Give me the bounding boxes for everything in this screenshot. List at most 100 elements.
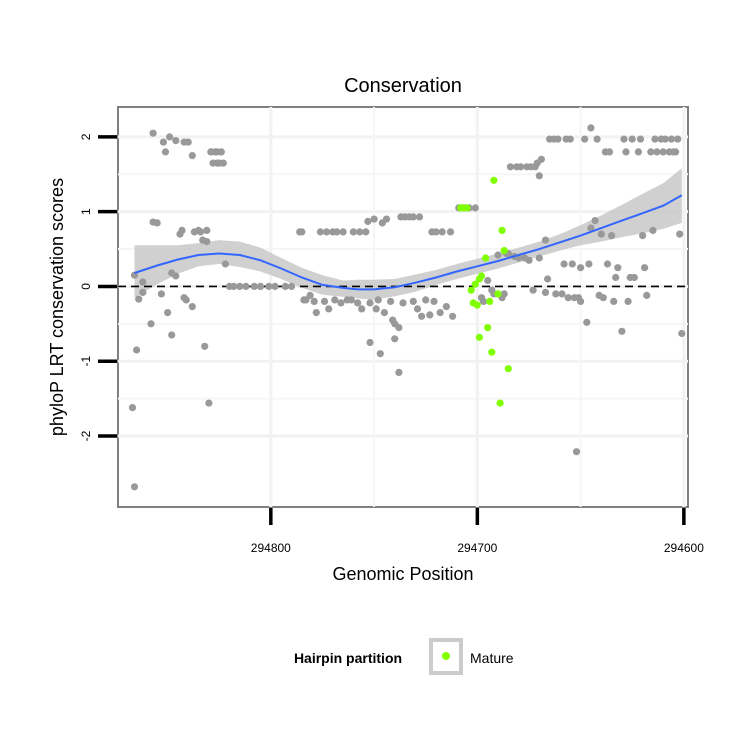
- y-tick-label: -2: [79, 430, 93, 441]
- point-other: [494, 251, 502, 259]
- point-other: [323, 228, 331, 236]
- point-other: [537, 155, 546, 163]
- point-mature: [486, 297, 494, 305]
- point-other: [564, 294, 572, 302]
- point-other: [639, 232, 647, 240]
- point-other: [271, 282, 279, 290]
- confidence-band-layer: [134, 168, 682, 300]
- point-other: [409, 213, 417, 221]
- point-other: [560, 260, 568, 268]
- point-other: [641, 264, 649, 272]
- point-mature: [484, 324, 492, 332]
- x-axis-title: Genomic Position: [332, 564, 473, 584]
- point-other: [599, 294, 607, 302]
- point-other: [354, 299, 362, 307]
- point-other: [647, 148, 655, 156]
- point-other: [153, 219, 161, 227]
- point-mature: [463, 204, 471, 212]
- point-other: [438, 228, 446, 236]
- point-mature: [498, 226, 506, 234]
- point-other: [409, 297, 417, 305]
- point-other: [382, 215, 391, 223]
- point-mature: [490, 176, 498, 184]
- point-other: [312, 309, 320, 317]
- point-other: [236, 282, 244, 290]
- point-other: [591, 217, 599, 225]
- point-other: [446, 228, 455, 236]
- point-other: [188, 303, 196, 311]
- point-other: [370, 215, 378, 223]
- point-other: [130, 483, 139, 491]
- point-other: [184, 138, 192, 146]
- point-other: [426, 311, 434, 319]
- point-other: [568, 260, 576, 268]
- point-other: [188, 152, 196, 160]
- point-other: [161, 148, 170, 156]
- point-other: [634, 148, 643, 156]
- point-other: [612, 273, 620, 282]
- point-other: [157, 290, 165, 298]
- point-other: [649, 226, 657, 234]
- point-other: [197, 228, 205, 236]
- point-mature: [477, 272, 486, 280]
- point-other: [201, 342, 209, 350]
- points-layer: [128, 124, 686, 491]
- point-other: [298, 228, 306, 236]
- y-axis-title: phyloP LRT conservation scores: [47, 178, 67, 436]
- point-other: [430, 297, 438, 305]
- x-tick-label: 294800: [251, 541, 291, 555]
- point-other: [128, 404, 137, 412]
- point-other: [256, 282, 265, 290]
- y-tick-label: 1: [79, 208, 93, 215]
- chart-title: Conservation: [344, 75, 462, 97]
- point-other: [374, 296, 382, 304]
- point-other: [221, 260, 229, 268]
- point-other: [325, 305, 333, 313]
- legend-label-mature: Mature: [470, 650, 514, 666]
- point-mature: [504, 365, 512, 373]
- point-other: [552, 290, 560, 298]
- point-other: [418, 312, 426, 320]
- point-mature: [475, 333, 483, 341]
- point-other: [432, 228, 440, 236]
- point-other: [535, 254, 543, 262]
- point-other: [337, 299, 345, 307]
- point-other: [653, 148, 661, 156]
- point-other: [217, 148, 225, 156]
- point-other: [168, 331, 176, 339]
- point-mature: [473, 301, 481, 309]
- point-other: [529, 286, 537, 294]
- point-other: [479, 297, 488, 305]
- point-other: [525, 256, 533, 264]
- point-other: [362, 228, 370, 236]
- point-other: [149, 129, 157, 137]
- point-other: [620, 135, 628, 143]
- axes-layer: -2 -1 0 1 2 294800 294700 294600: [79, 133, 704, 555]
- point-other: [172, 137, 180, 145]
- point-other: [436, 309, 444, 317]
- x-tick-label: 294700: [457, 541, 497, 555]
- y-tick-label: 0: [79, 283, 93, 290]
- point-other: [603, 260, 612, 268]
- point-other: [535, 172, 543, 180]
- point-other: [608, 232, 616, 240]
- point-other: [302, 296, 310, 304]
- point-other: [659, 148, 667, 156]
- point-other: [628, 135, 636, 143]
- point-other: [622, 148, 630, 156]
- point-mature: [494, 290, 502, 298]
- point-other: [242, 282, 250, 290]
- point-other: [577, 264, 585, 272]
- point-other: [395, 324, 403, 332]
- point-other: [387, 297, 395, 305]
- point-other: [672, 148, 680, 156]
- point-other: [581, 135, 589, 143]
- point-other: [306, 291, 314, 299]
- point-other: [366, 299, 374, 307]
- point-other: [339, 228, 347, 236]
- point-other: [667, 135, 676, 143]
- point-other: [349, 228, 357, 236]
- point-other: [413, 305, 422, 313]
- point-other: [164, 309, 172, 317]
